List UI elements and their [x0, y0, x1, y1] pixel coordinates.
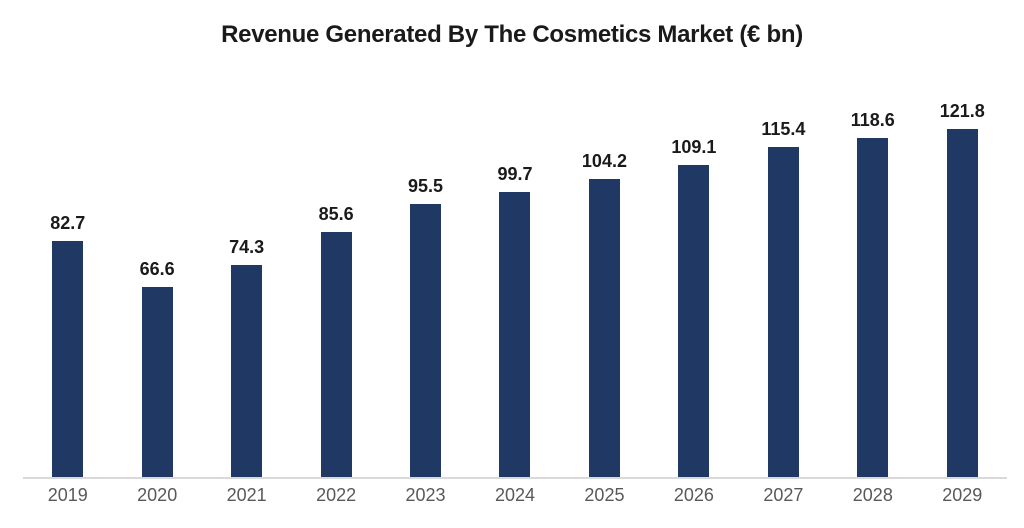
- bar-value-label: 109.1: [671, 137, 717, 157]
- x-axis-tick-label: 2024: [494, 485, 536, 505]
- x-axis-tick-label: 2021: [226, 485, 267, 505]
- bar-column: 109.1: [649, 0, 738, 477]
- x-axis-tick-label: 2023: [405, 485, 446, 505]
- bar-value-label: 66.6: [139, 259, 175, 279]
- bar-column: 104.2: [560, 0, 649, 477]
- bar-value-label: 74.3: [229, 237, 265, 257]
- x-axis-tick-label: 2020: [137, 485, 178, 505]
- bar: [857, 138, 889, 477]
- x-axis-tick-label: 2027: [763, 485, 804, 505]
- bar: [678, 165, 710, 477]
- bar-value-label: 104.2: [581, 151, 627, 171]
- x-axis-tick-label: 2026: [673, 485, 714, 505]
- bar-column: 121.8: [918, 0, 1007, 477]
- bar: [141, 287, 173, 477]
- bar-column: 118.6: [828, 0, 917, 477]
- x-axis: 2019 2020 2021 2022 2023 2024 2025 2026 2027 2028…: [23, 485, 1007, 506]
- bar-value-label: 121.8: [939, 101, 985, 121]
- bar: [499, 192, 531, 477]
- bar-value-label: 95.5: [408, 176, 444, 196]
- bar: [946, 129, 978, 477]
- bar: [767, 147, 799, 477]
- bar-column: 74.3: [202, 0, 291, 477]
- x-axis-tick-label: 2025: [584, 485, 625, 505]
- bar: [588, 179, 620, 477]
- bar-column: 82.7: [23, 0, 112, 477]
- bar-column: 99.7: [470, 0, 559, 477]
- x-axis-tick-label: 2029: [942, 485, 983, 505]
- x-axis-tick-label: 2028: [852, 485, 893, 505]
- bar: [52, 241, 84, 477]
- bar-column: 115.4: [739, 0, 828, 477]
- plot-area: 82.7 66.6 74.3 85.6 95.5 99.7 104.2 109.1 115.4 1…: [23, 0, 1007, 479]
- bar-value-label: 85.6: [318, 204, 354, 224]
- x-axis-tick-label: 2022: [316, 485, 357, 505]
- x-axis-tick-label: 2019: [47, 485, 88, 505]
- bar-value-label: 115.4: [761, 119, 806, 139]
- bar: [320, 232, 352, 477]
- bar-value-label: 118.6: [850, 110, 895, 130]
- bar-column: 95.5: [381, 0, 470, 477]
- bar: [410, 204, 442, 477]
- bar-column: 66.6: [112, 0, 201, 477]
- bar-column: 85.6: [291, 0, 380, 477]
- bar: [231, 265, 263, 477]
- bar-value-label: 99.7: [497, 164, 533, 184]
- chart-title: Revenue Generated By The Cosmetics Marke…: [221, 21, 803, 48]
- bar-value-label: 82.7: [50, 213, 86, 233]
